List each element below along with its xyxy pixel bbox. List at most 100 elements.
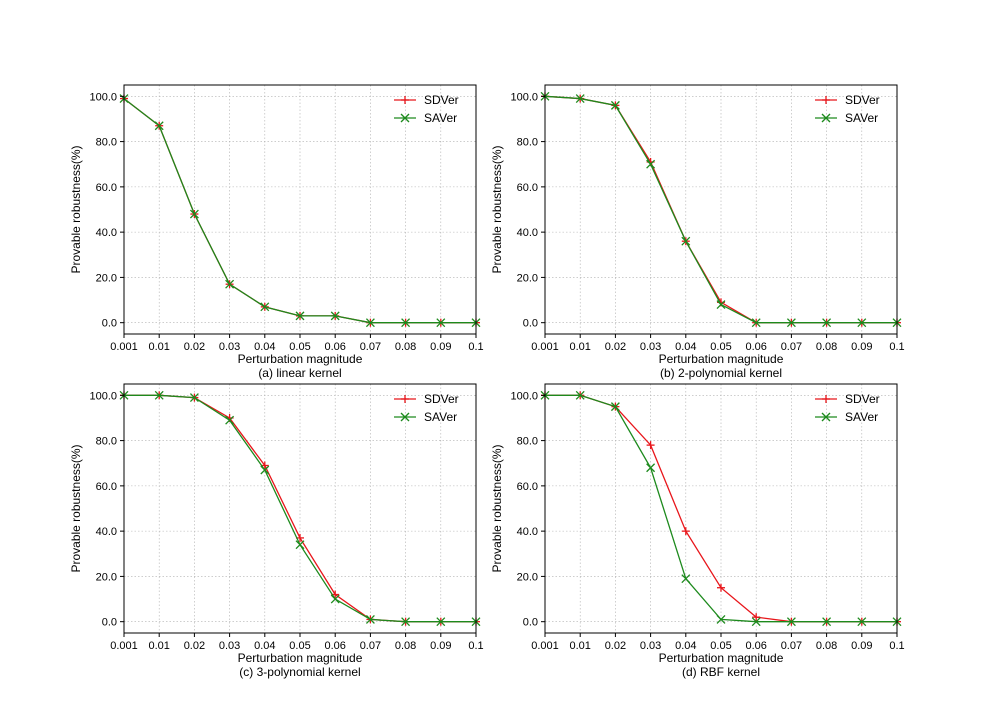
point-saver <box>716 614 726 624</box>
x-tick-label: 0.04 <box>254 341 275 353</box>
point-saver-d2 <box>646 159 656 169</box>
x-tick-label: 0.02 <box>184 341 205 353</box>
point-saver-d2 <box>610 402 620 412</box>
panel-4: 0.001 0.01 0.02 0.03 0.04 0.05 0.06 0.07 0.08 0.0… <box>490 383 905 679</box>
y-tick-label: 100.0 <box>510 91 538 103</box>
point-saver <box>401 617 411 627</box>
y-axis-title: Provable robustness(%) <box>69 145 83 273</box>
y-tick-label: 20.0 <box>517 272 538 284</box>
legend-marker-sdver <box>822 395 830 403</box>
point-saver-d2 <box>786 617 796 627</box>
x-tick-label: 0.02 <box>605 640 626 652</box>
panel-2: 0.001 0.01 0.02 0.03 0.04 0.05 0.06 0.07 0.08 0.0… <box>490 84 905 380</box>
legend-marker-sdver <box>822 96 830 104</box>
point-saver <box>857 318 867 328</box>
point-saver-d2 <box>857 318 867 328</box>
point-saver-d2 <box>401 318 411 328</box>
point-saver <box>260 465 270 475</box>
point-saver <box>751 318 761 328</box>
legend-label-sdver: SDVer <box>424 93 459 107</box>
point-saver-d2 <box>365 318 375 328</box>
x-tick-label: 0.08 <box>395 640 416 652</box>
point-saver <box>751 617 761 627</box>
point-saver-d2 <box>330 311 340 321</box>
legend: SDVer SAVer <box>394 392 459 424</box>
x-tick-label: 0.05 <box>289 640 310 652</box>
y-tick-label: 40.0 <box>96 227 117 239</box>
point-sdver <box>646 441 655 450</box>
y-tick-label: 60.0 <box>96 182 117 194</box>
x-tick-label: 0.001 <box>110 341 138 353</box>
point-saver <box>330 594 340 604</box>
point-saver-d2 <box>225 279 235 289</box>
legend-marker-saver <box>821 113 831 123</box>
point-saver <box>365 614 375 624</box>
panel-caption: (c) 3-polynomial kernel <box>239 665 360 679</box>
point-saver-d2 <box>822 617 832 627</box>
point-saver <box>436 617 446 627</box>
x-tick-label: 0.04 <box>675 341 696 353</box>
x-tick-label: 0.09 <box>851 341 872 353</box>
y-axis-title: Provable robustness(%) <box>69 444 83 572</box>
point-saver <box>681 574 691 584</box>
point-saver-d2 <box>716 614 726 624</box>
legend-marker-saver-d2 <box>400 412 410 422</box>
point-saver <box>154 390 164 400</box>
point-saver-d2 <box>436 318 446 328</box>
x-tick-label: 0.06 <box>745 341 766 353</box>
point-saver <box>822 617 832 627</box>
point-saver-d2 <box>575 94 585 104</box>
panel-1: 0.001 0.01 0.02 0.03 0.04 0.05 0.06 0.07 0.08 0.0… <box>69 84 484 380</box>
point-saver <box>401 318 411 328</box>
x-tick-label: 0.05 <box>710 640 731 652</box>
point-saver <box>716 300 726 310</box>
x-tick-label: 0.07 <box>360 640 381 652</box>
x-tick-label: 0.001 <box>531 640 559 652</box>
point-saver <box>225 279 235 289</box>
x-tick-label: 0.1 <box>889 341 904 353</box>
point-saver <box>365 318 375 328</box>
x-tick-label: 0.08 <box>816 341 837 353</box>
point-saver-d2 <box>575 390 585 400</box>
point-saver <box>575 94 585 104</box>
point-saver <box>610 402 620 412</box>
y-tick-label: 0.0 <box>523 617 538 629</box>
x-tick-label: 0.01 <box>569 341 590 353</box>
point-sdver <box>752 613 761 622</box>
x-axis-title: Perturbation magnitude <box>238 352 363 366</box>
x-tick-label: 0.1 <box>468 341 483 353</box>
y-tick-label: 0.0 <box>523 318 538 330</box>
point-saver-d2 <box>401 617 411 627</box>
y-tick-label: 20.0 <box>96 272 117 284</box>
point-saver <box>786 318 796 328</box>
x-tick-label: 0.09 <box>430 341 451 353</box>
legend-label-saver: SAVer <box>424 111 457 125</box>
legend-label-sdver: SDVer <box>845 93 880 107</box>
legend-label-saver: SAVer <box>424 410 457 424</box>
legend-marker-saver <box>821 412 831 422</box>
panel-caption: (b) 2-polynomial kernel <box>660 366 782 380</box>
x-tick-label: 0.001 <box>110 640 138 652</box>
y-axis-title: Provable robustness(%) <box>490 444 504 572</box>
point-saver <box>610 100 620 110</box>
y-tick-label: 80.0 <box>96 137 117 149</box>
point-saver-d2 <box>295 311 305 321</box>
point-saver <box>189 209 199 219</box>
panel-3: 0.001 0.01 0.02 0.03 0.04 0.05 0.06 0.07 0.08 0.0… <box>69 383 484 679</box>
point-saver <box>330 311 340 321</box>
legend-marker-saver <box>400 412 410 422</box>
legend-marker-saver <box>400 113 410 123</box>
point-saver <box>786 617 796 627</box>
y-tick-label: 40.0 <box>517 227 538 239</box>
point-saver-d2 <box>295 540 305 550</box>
y-tick-label: 60.0 <box>517 481 538 493</box>
legend-label-saver: SAVer <box>845 410 878 424</box>
point-saver-d2 <box>189 209 199 219</box>
point-saver <box>295 540 305 550</box>
point-sdver <box>681 527 690 536</box>
point-saver-d2 <box>260 302 270 312</box>
y-tick-label: 100.0 <box>89 390 117 402</box>
point-saver <box>436 318 446 328</box>
x-tick-label: 0.07 <box>781 640 802 652</box>
x-tick-label: 0.07 <box>360 341 381 353</box>
